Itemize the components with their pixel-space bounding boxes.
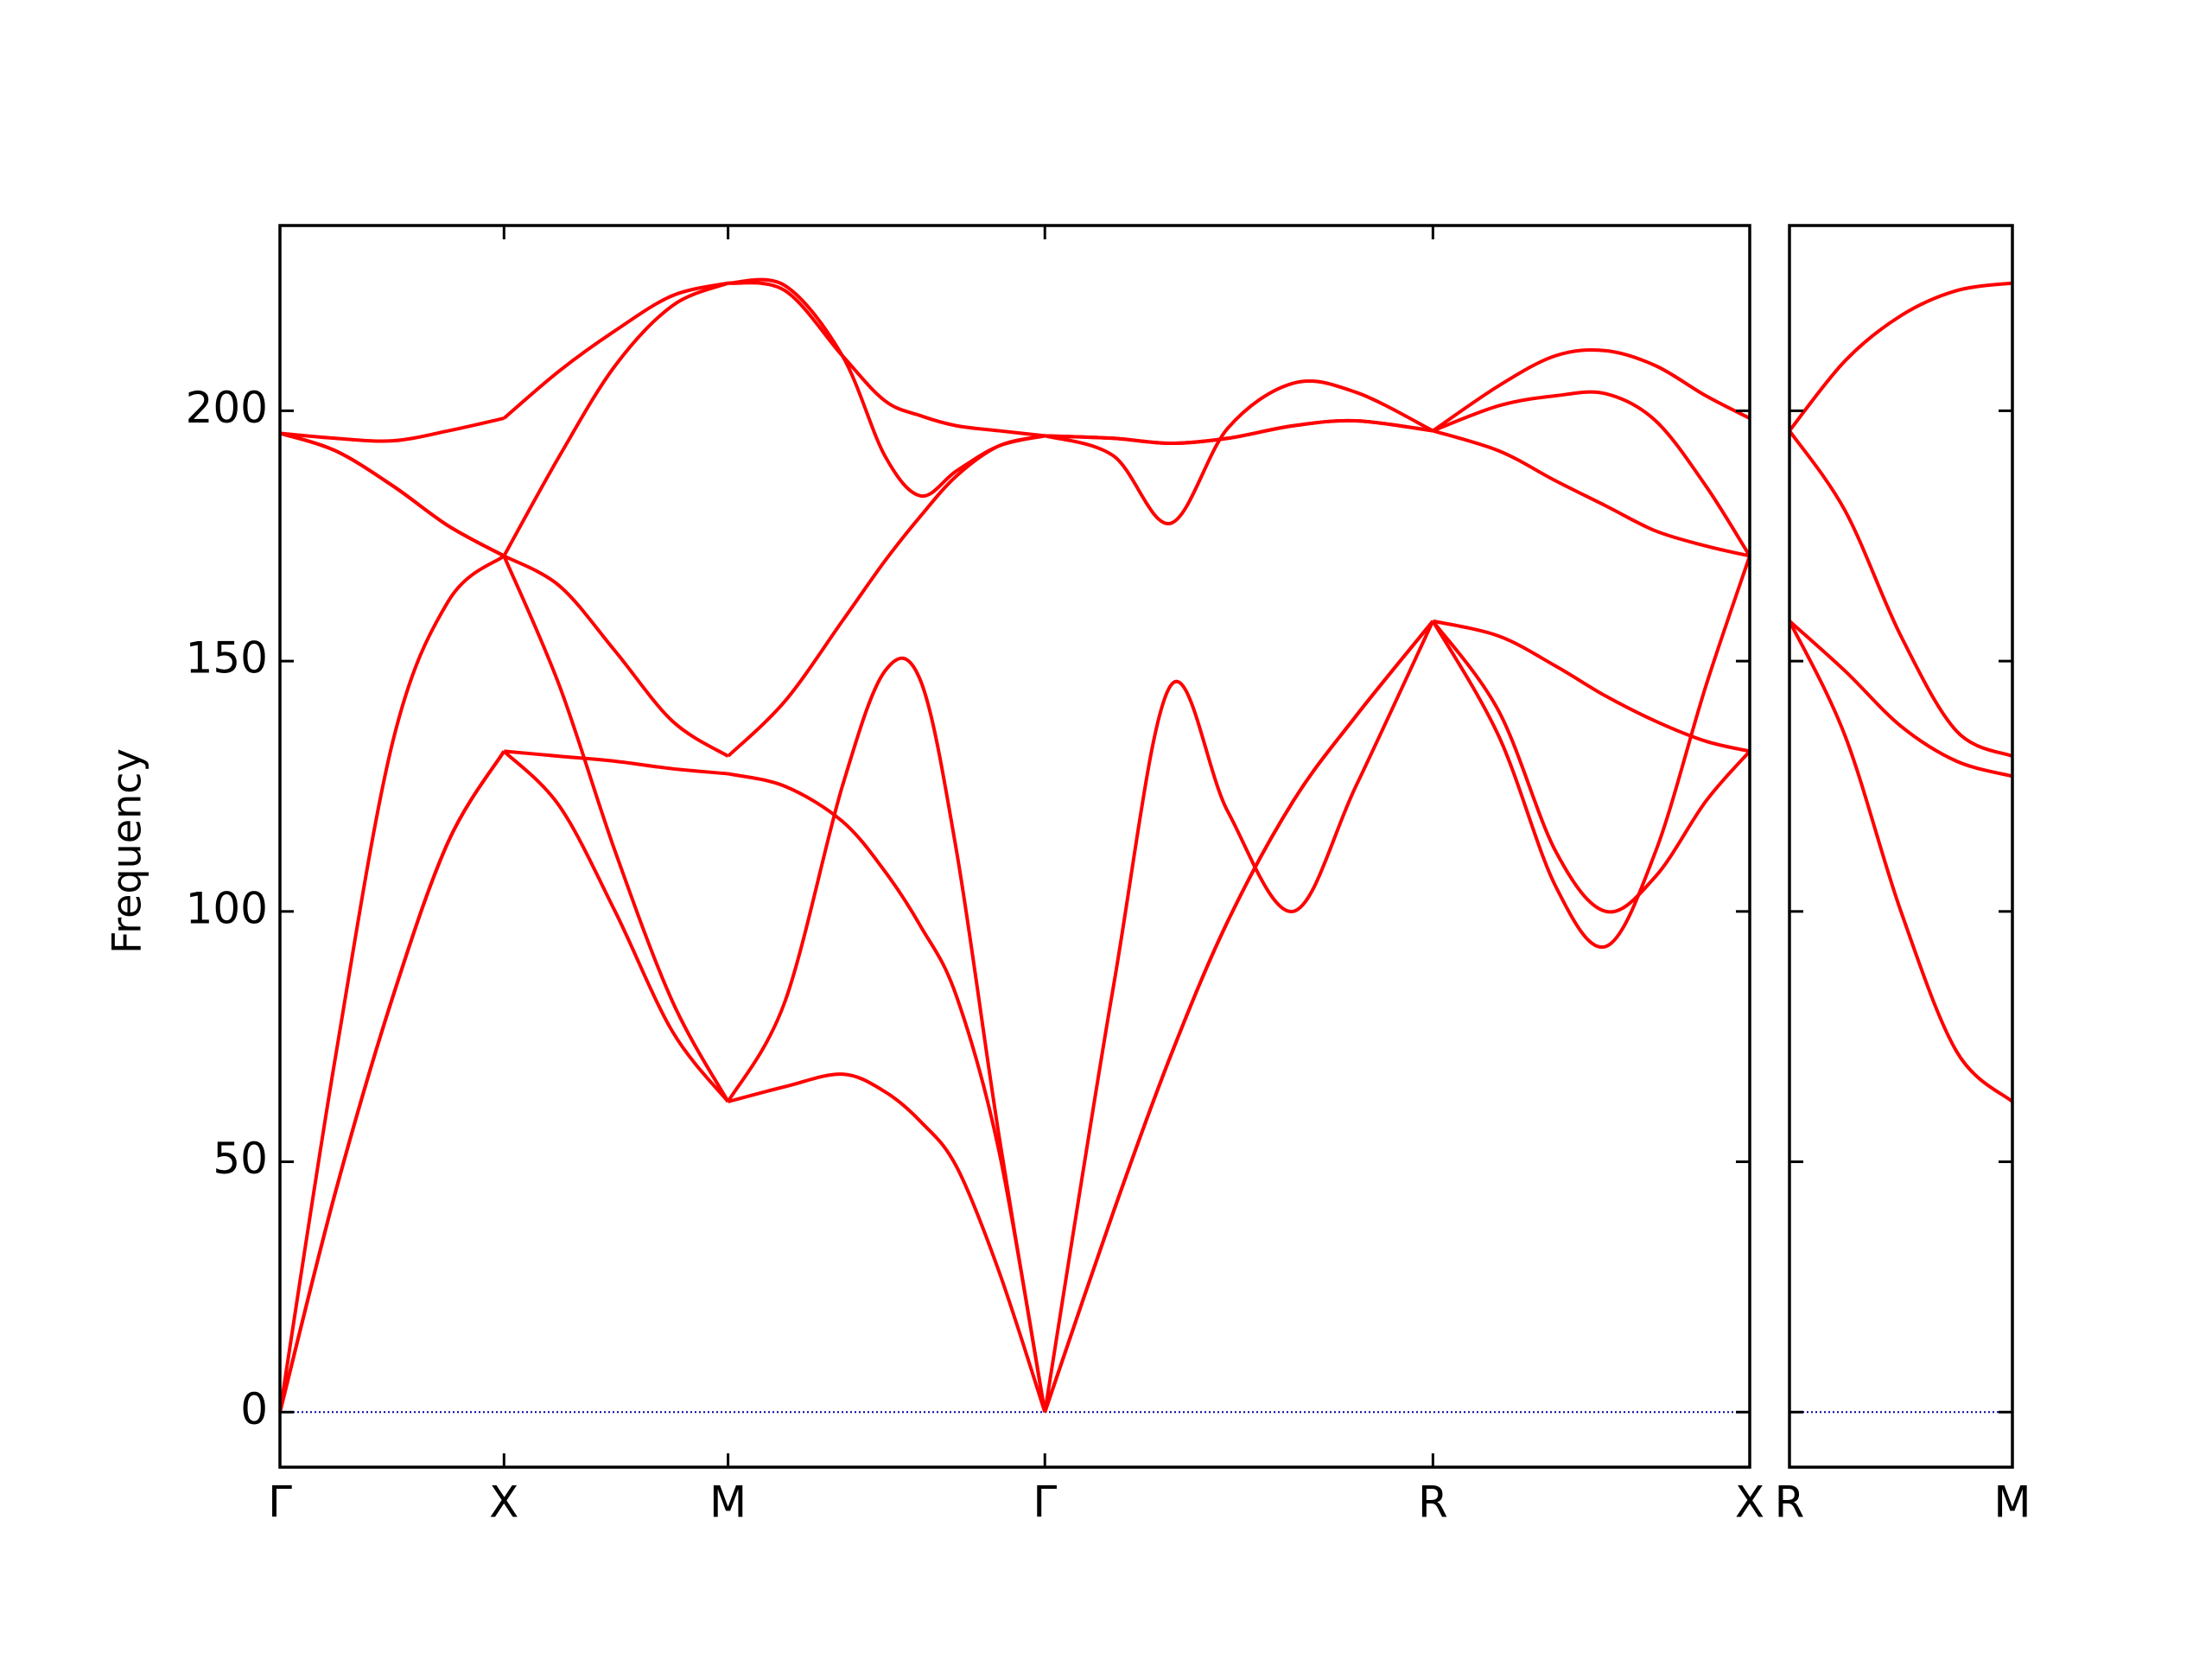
x-tick-label: X [489, 1478, 518, 1528]
x-tick-label: R [1775, 1478, 1805, 1528]
x-tick-label: M [709, 1478, 747, 1528]
y-tick-label: 100 [186, 883, 268, 933]
band-line [279, 277, 1751, 498]
x-tick-label: R [1418, 1478, 1448, 1528]
band-line [278, 620, 1751, 1413]
band-line [279, 431, 1751, 1413]
x-tick-label: X [1735, 1478, 1764, 1528]
plot-frame [1788, 224, 2014, 1469]
x-tick-label: M [1993, 1478, 2031, 1528]
band-line [1788, 620, 2013, 779]
x-tick-label: Γ [268, 1478, 292, 1528]
y-tick-label: 50 [213, 1134, 268, 1184]
band-line [278, 418, 1751, 1413]
x-tick-label: Γ [1033, 1478, 1057, 1528]
band-line [1788, 429, 2013, 759]
y-tick-label: 0 [240, 1384, 268, 1434]
band-line [1788, 620, 2014, 1103]
plot-frame [278, 224, 1751, 1469]
y-axis-label: Frequency [104, 748, 150, 954]
y-tick-label: 200 [186, 383, 268, 433]
band-line [1788, 281, 2013, 432]
y-tick-label: 150 [186, 633, 268, 683]
